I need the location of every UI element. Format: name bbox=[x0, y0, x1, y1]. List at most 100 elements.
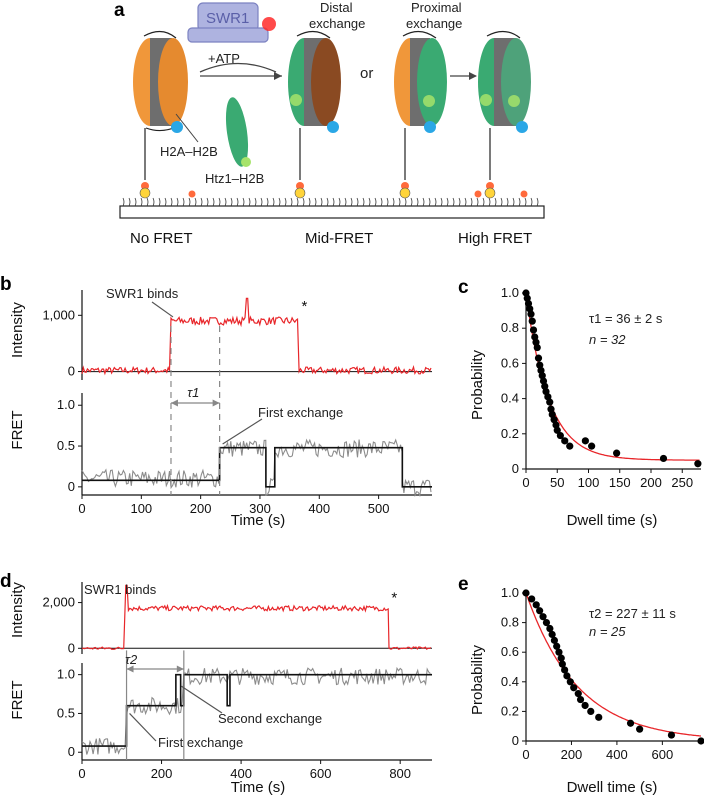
surface-peg bbox=[494, 197, 497, 207]
intensity-trace bbox=[81, 584, 432, 651]
y-tick-label: 0 bbox=[68, 640, 75, 655]
tau-arrowhead-icon bbox=[176, 665, 184, 673]
surface-peg bbox=[164, 197, 167, 207]
data-point bbox=[561, 437, 569, 445]
biotin-dot-icon bbox=[486, 182, 494, 190]
x-tick-label: 600 bbox=[652, 747, 674, 762]
surface-peg bbox=[206, 197, 209, 207]
y-tick-label: 2,000 bbox=[42, 595, 75, 610]
reaction-arrowhead-icon bbox=[274, 72, 282, 80]
surface-peg bbox=[452, 197, 455, 207]
acceptor-dye-icon bbox=[480, 94, 492, 106]
surface-peg bbox=[296, 197, 299, 207]
x-tick-label: 200 bbox=[151, 766, 173, 781]
data-point bbox=[694, 460, 702, 468]
swr1-label: SWR1 bbox=[206, 10, 249, 27]
acceptor-dye-icon bbox=[290, 94, 302, 106]
nucleosome-high-fret bbox=[478, 30, 531, 180]
y-tick-label: 0.5 bbox=[57, 438, 75, 453]
x-tick-label: 0 bbox=[522, 475, 529, 490]
surface-peg bbox=[218, 197, 221, 207]
donor-dye-icon bbox=[516, 121, 528, 133]
dna-wrap bbox=[402, 30, 437, 39]
data-point bbox=[533, 343, 541, 352]
data-point bbox=[553, 426, 561, 434]
y-tick-label: 1,000 bbox=[42, 307, 75, 322]
nucleosome-proximal bbox=[394, 30, 447, 180]
free-biotin-icon bbox=[474, 190, 482, 198]
free-biotin-icon bbox=[188, 190, 196, 198]
data-point bbox=[667, 731, 676, 739]
atp-arc bbox=[199, 62, 277, 73]
mid-fret-label: Mid-FRET bbox=[305, 230, 373, 247]
htz1-acceptor-icon bbox=[241, 157, 251, 167]
data-point bbox=[557, 654, 565, 662]
panel-a-schematic: a SWR1 +ATP Htz1–H2B H2A–H2B bbox=[114, 0, 545, 247]
data-point bbox=[553, 642, 561, 650]
surface-peg bbox=[506, 197, 509, 207]
swr1-complex: SWR1 bbox=[187, 2, 276, 43]
y-tick-label: 0.5 bbox=[57, 705, 75, 720]
surface-peg bbox=[428, 197, 431, 207]
reaction-arrowhead-icon bbox=[469, 72, 477, 80]
plot-b-fret: FRET Time (s) 0 0.5 1.0 0 100 200 300 400 500 τ1 F… bbox=[9, 326, 432, 529]
tau-arrowhead-icon bbox=[170, 399, 178, 407]
surface-peg bbox=[326, 197, 329, 207]
htz1-dimer-body bbox=[225, 97, 249, 167]
atp-label: +ATP bbox=[208, 51, 240, 66]
biotin-dot-icon bbox=[296, 182, 304, 190]
h2a-label: H2A–H2B bbox=[160, 144, 218, 159]
data-point bbox=[542, 619, 551, 627]
annotation-swr1-binds: SWR1 binds bbox=[84, 582, 157, 597]
distal-label-2: exchange bbox=[309, 16, 365, 31]
x-tick-label: 250 bbox=[671, 475, 693, 490]
data-point bbox=[581, 701, 589, 710]
annotation-pointer bbox=[129, 713, 157, 742]
data-point bbox=[566, 678, 574, 686]
y-tick-label: 0.4 bbox=[501, 674, 519, 689]
x-tick-label: 300 bbox=[249, 501, 271, 516]
surface-peg bbox=[470, 197, 473, 207]
y-tick-label: 0 bbox=[512, 733, 519, 748]
biotin-dot-icon bbox=[141, 182, 149, 190]
surface-peg bbox=[362, 197, 365, 207]
proximal-label-1: Proximal bbox=[411, 0, 462, 15]
surface-peg bbox=[410, 197, 413, 207]
surface-peg bbox=[320, 197, 323, 207]
x-tick-label: 150 bbox=[609, 475, 631, 490]
h2a-right bbox=[311, 38, 341, 126]
x-axis-label: Time (s) bbox=[231, 512, 285, 529]
annotation-pointer bbox=[222, 418, 263, 445]
y-axis-label: Probability bbox=[469, 644, 486, 715]
tau-label: τ1 bbox=[187, 385, 199, 400]
data-point bbox=[561, 666, 569, 674]
surface-peg bbox=[188, 197, 191, 207]
surface-peg bbox=[158, 197, 161, 207]
annotation-pointer bbox=[181, 685, 223, 714]
intensity-trace bbox=[81, 297, 432, 376]
annotation-first-exchange: First exchange bbox=[258, 405, 343, 420]
surface-peg bbox=[338, 197, 341, 207]
plot-d-fret: FRET Time (s) 0 0.5 1.0 0 200 400 600 800 τ2 Seco… bbox=[9, 650, 432, 796]
surface-peg bbox=[440, 197, 443, 207]
surface-peg bbox=[140, 197, 143, 207]
surface-peg bbox=[224, 197, 227, 207]
surface-peg bbox=[146, 197, 149, 207]
h2a-pointer bbox=[175, 113, 199, 143]
data-point bbox=[558, 660, 566, 668]
surface-peg bbox=[302, 197, 305, 207]
surface-peg bbox=[386, 197, 389, 207]
y-tick-label: 1.0 bbox=[57, 667, 75, 682]
x-tick-label: 400 bbox=[230, 766, 252, 781]
surface-peg bbox=[458, 197, 461, 207]
proximal-label-2: exchange bbox=[406, 16, 462, 31]
plot-c-dwell: Probability Dwell time (s) 0 0.2 0.4 0.6 0.8… bbox=[469, 285, 702, 529]
data-point bbox=[588, 442, 596, 450]
annotation-asterisk: * bbox=[301, 298, 307, 315]
x-tick-label: 0 bbox=[78, 766, 85, 781]
surface-peg bbox=[398, 197, 401, 207]
tau-arrowhead-icon bbox=[126, 665, 134, 673]
htz1-label: Htz1–H2B bbox=[205, 171, 264, 186]
surface-peg bbox=[182, 197, 185, 207]
data-point bbox=[659, 454, 668, 463]
